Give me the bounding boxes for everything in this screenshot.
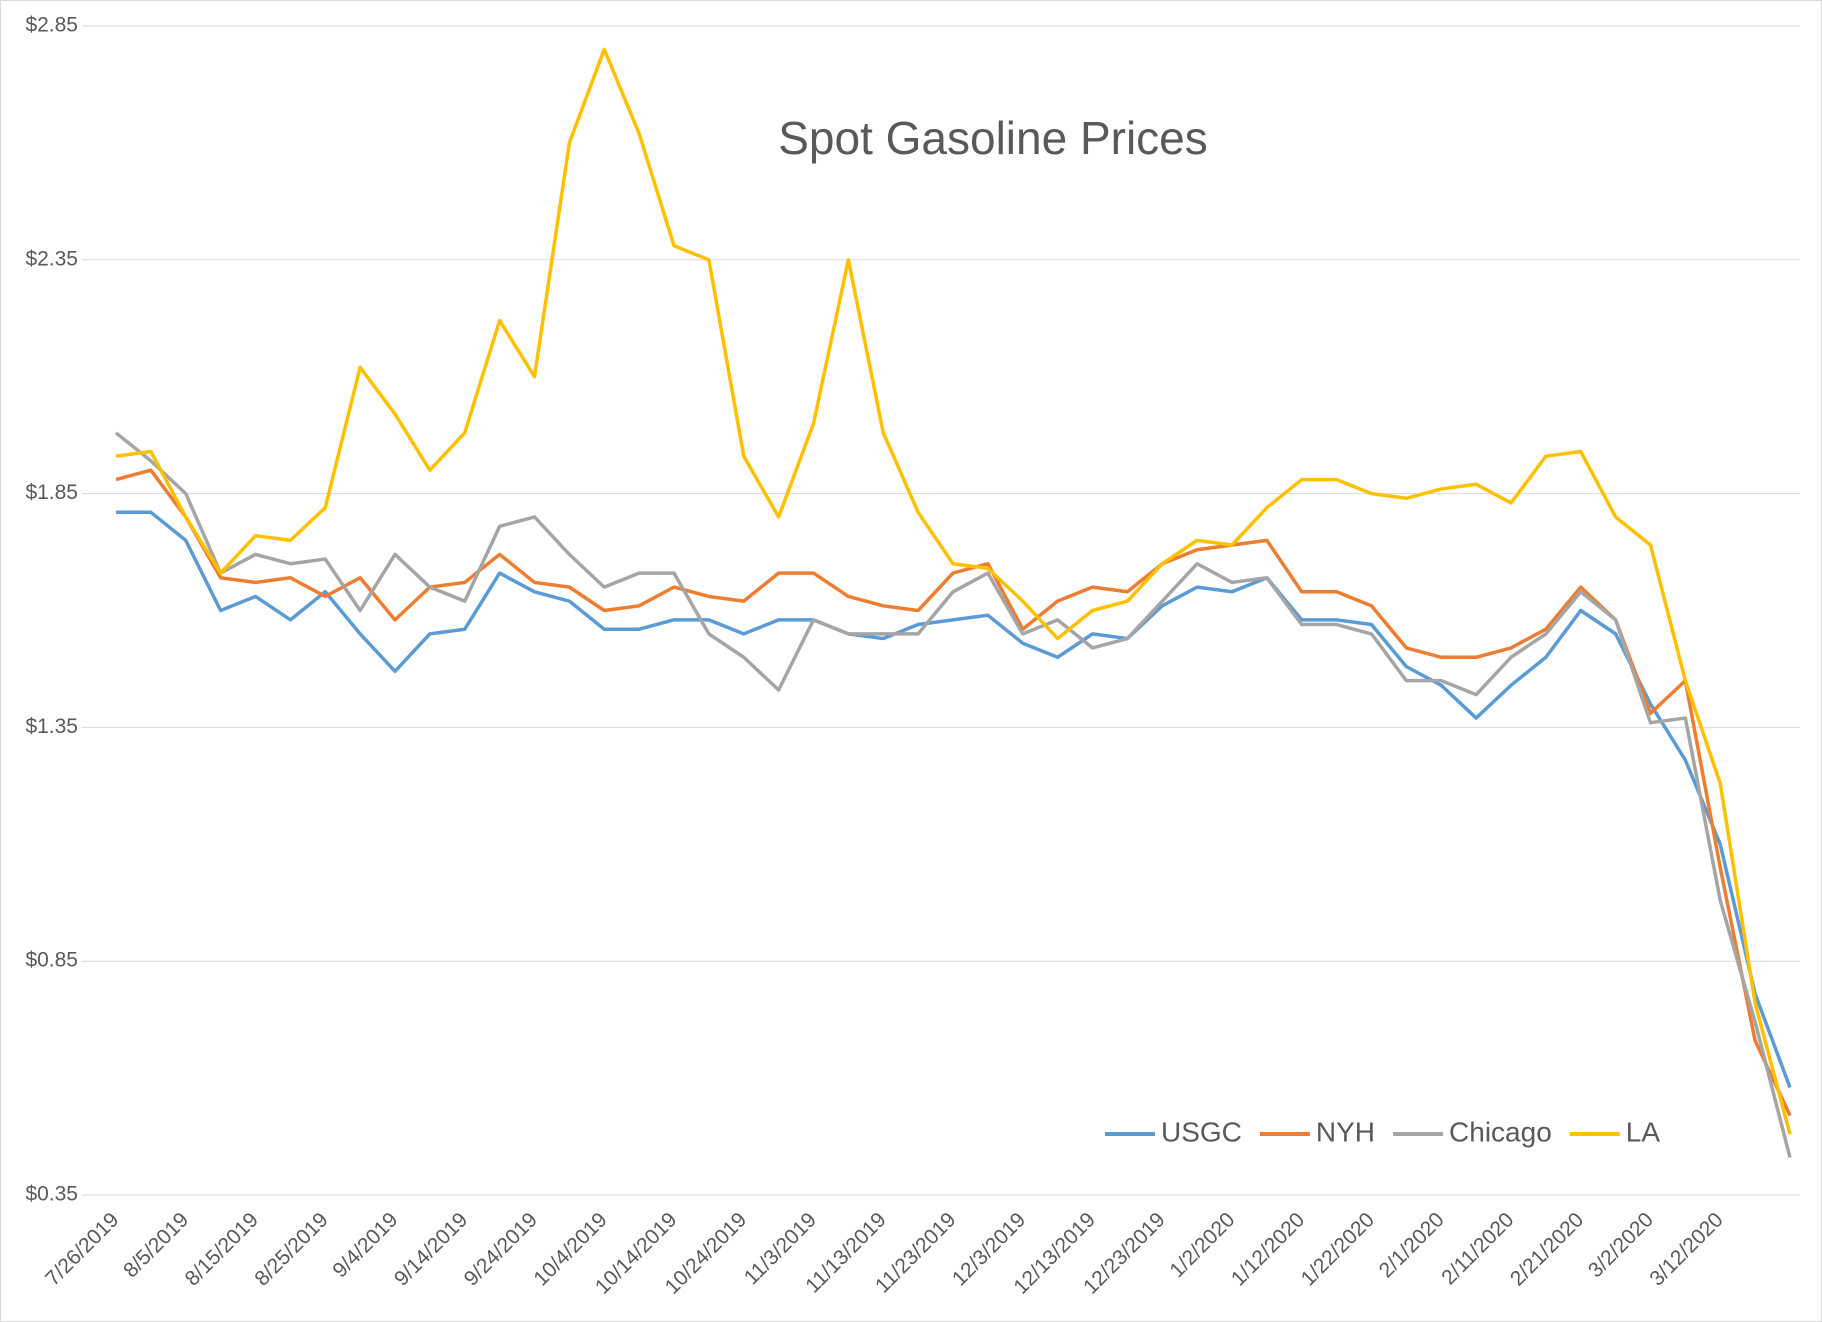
y-tick-label: $1.85: [25, 481, 78, 504]
y-tick-label: $2.85: [25, 14, 78, 37]
series-line: [116, 510, 1792, 1089]
y-tick-label: $2.35: [25, 247, 78, 270]
y-tick-label: $0.85: [25, 949, 78, 972]
y-tick-label: $1.35: [25, 715, 78, 738]
legend-label: LA: [1626, 1116, 1661, 1147]
y-tick-label: $0.35: [25, 1183, 78, 1206]
series-line: [115, 468, 1792, 1117]
series-line: [115, 47, 1792, 1135]
chart-title: Spot Gasoline Prices: [778, 112, 1208, 164]
series-line: [114, 431, 1792, 1159]
legend-label: NYH: [1316, 1116, 1375, 1147]
legend-label: USGC: [1161, 1116, 1242, 1147]
legend-label: Chicago: [1449, 1116, 1552, 1147]
